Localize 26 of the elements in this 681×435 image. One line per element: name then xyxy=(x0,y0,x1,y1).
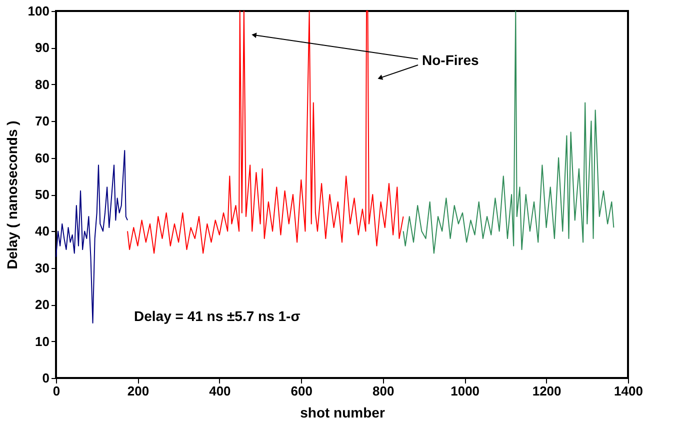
y-tick-label: 20 xyxy=(35,297,50,312)
y-tick-label: 60 xyxy=(35,150,50,166)
line-series xyxy=(127,10,404,254)
x-tick-label: 800 xyxy=(372,384,394,398)
x-tick-label: 600 xyxy=(290,384,312,398)
x-tick-label: 400 xyxy=(209,384,231,398)
annotation: Delay = 41 ns ±5.7 ns 1-σ xyxy=(134,308,301,324)
x-axis-title: shot number xyxy=(300,404,386,420)
x-tick-label: 1200 xyxy=(532,384,562,398)
y-tick-label: 50 xyxy=(35,187,50,202)
x-tick-label: 1000 xyxy=(450,384,480,398)
y-tick-label: 10 xyxy=(35,334,50,349)
y-axis-title: Delay ( nanoseconds ) xyxy=(4,120,20,270)
y-tick-label: 100 xyxy=(28,4,50,18)
annotation: No-Fires xyxy=(422,52,479,68)
y-tick-label: 0 xyxy=(42,370,50,386)
y-tick-label: 80 xyxy=(35,76,50,92)
y-tick-label: 90 xyxy=(35,40,50,56)
x-tick-label: 0 xyxy=(52,384,60,398)
y-tick-label: 30 xyxy=(35,260,50,276)
x-tick-label: 1400 xyxy=(614,384,643,398)
x-tick-label: 200 xyxy=(127,384,150,398)
y-tick-label: 40 xyxy=(35,224,50,239)
line-series xyxy=(56,150,128,324)
y-tick-label: 70 xyxy=(35,114,50,129)
line-series xyxy=(402,10,614,254)
